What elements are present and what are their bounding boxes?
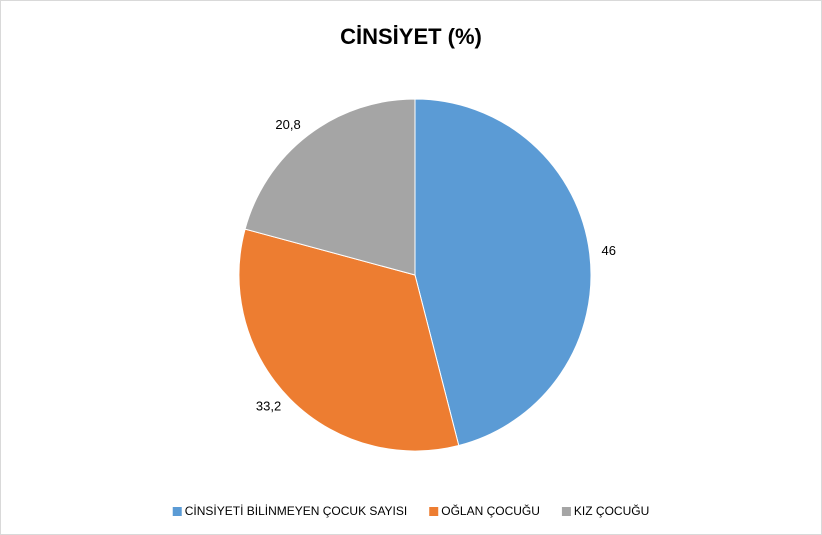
legend-swatch	[561, 507, 571, 516]
data-label: 46	[602, 243, 616, 258]
legend-label: CİNSİYETİ BİLİNMEYEN ÇOCUK SAYISI	[185, 504, 408, 518]
pie-slice	[238, 228, 460, 452]
data-label: 20,8	[275, 117, 300, 132]
data-label: 33,2	[256, 399, 281, 414]
pie-slice	[414, 98, 592, 447]
pie-slice	[244, 98, 416, 276]
chart-title: CİNSİYET (%)	[340, 24, 482, 49]
legend-label: OĞLAN ÇOCUĞU	[441, 503, 540, 518]
legend-swatch	[429, 507, 439, 516]
legend-swatch	[172, 507, 182, 516]
legend: CİNSİYETİ BİLİNMEYEN ÇOCUK SAYISI OĞLAN Ç…	[172, 503, 649, 518]
legend-label: KIZ ÇOCUĞU	[574, 503, 649, 518]
